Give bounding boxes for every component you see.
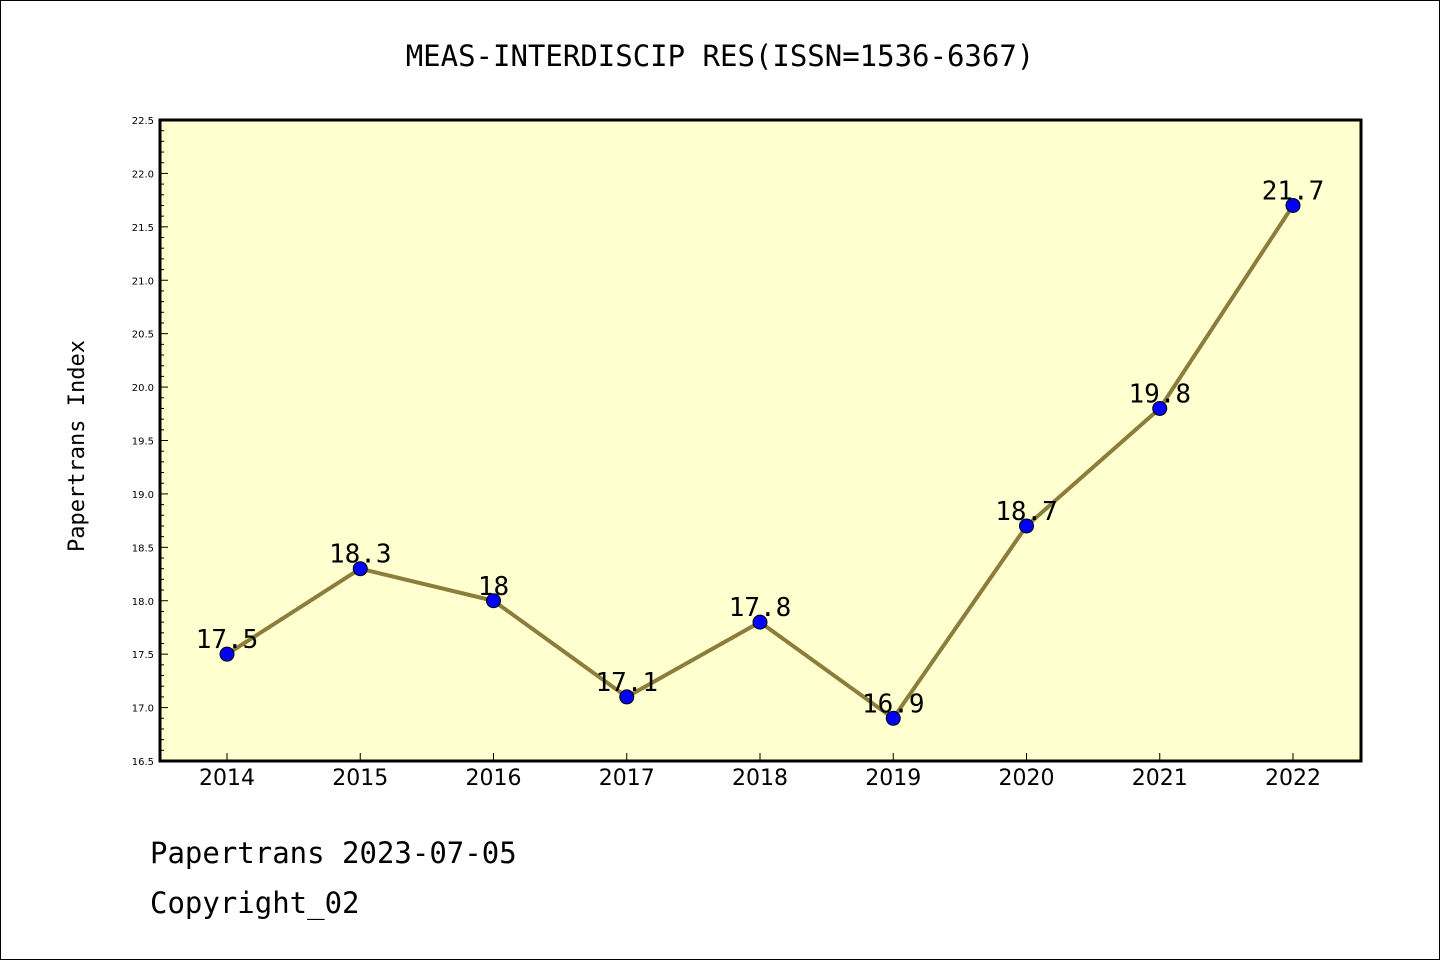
data-label: 18.7 [995,497,1058,527]
x-tick-label: 2020 [999,766,1055,791]
y-tick-label: 17.0 [132,704,154,715]
data-point [486,593,501,609]
y-tick-label: 20.0 [132,383,154,394]
x-tick-label: 2021 [1132,766,1188,791]
data-label: 17.1 [595,668,658,698]
y-tick-label: 22.5 [132,116,154,127]
y-tick-label: 17.5 [132,650,154,661]
x-tick-label: 2022 [1265,766,1321,791]
y-tick-label: 20.5 [132,330,154,341]
x-tick-label: 2019 [865,766,921,791]
data-point [1019,518,1034,534]
y-tick-label: 18.0 [132,597,154,608]
x-tick-label: 2018 [732,766,788,791]
data-label-layer: 17.5 18.3 18 17.1 17.8 16.9 18.7 19.8 21.7 [196,176,1325,719]
data-label: 18.3 [329,540,392,570]
data-point [752,614,768,630]
x-tick-label: 2017 [599,766,655,791]
y-axis: 16.5 17.0 17.5 18.0 18.5 19.0 19.5 20.0 20.5 21.0… [132,116,168,768]
data-point [619,689,635,705]
chart-title: MEAS-INTERDISCIP RES(ISSN=1536-6367) [406,39,1035,73]
x-tick-label: 2015 [332,766,388,791]
data-point [885,710,901,726]
y-tick-label: 22.0 [132,169,154,180]
x-axis: 2014 2015 2016 2017 2018 2019 2020 2021 2022 [199,753,1321,791]
y-tick-label: 21.5 [132,223,154,234]
data-label: 16.9 [862,689,925,719]
data-point [1285,197,1301,213]
data-label: 17.8 [729,593,792,623]
data-label: 21.7 [1262,176,1325,206]
x-tick-label: 2016 [466,766,522,791]
footer-copyright: Copyright_02 [150,886,360,920]
data-point [219,646,235,662]
y-axis-label: Papertrans Index [65,340,90,552]
x-tick-label: 2014 [199,766,255,791]
data-point [352,561,368,577]
series-layer [219,197,1301,726]
plot-area [158,118,1363,763]
data-point [1152,400,1168,416]
y-tick-label: 19.5 [132,437,154,448]
y-tick-label: 16.5 [132,757,154,768]
data-label: 18 [478,572,509,602]
y-tick-label: 19.0 [132,490,154,501]
data-label: 19.8 [1128,379,1191,409]
y-tick-label: 21.0 [132,276,154,287]
data-label: 17.5 [196,625,259,655]
footer-date: Papertrans 2023-07-05 [150,836,517,870]
y-tick-label: 18.5 [132,543,154,554]
